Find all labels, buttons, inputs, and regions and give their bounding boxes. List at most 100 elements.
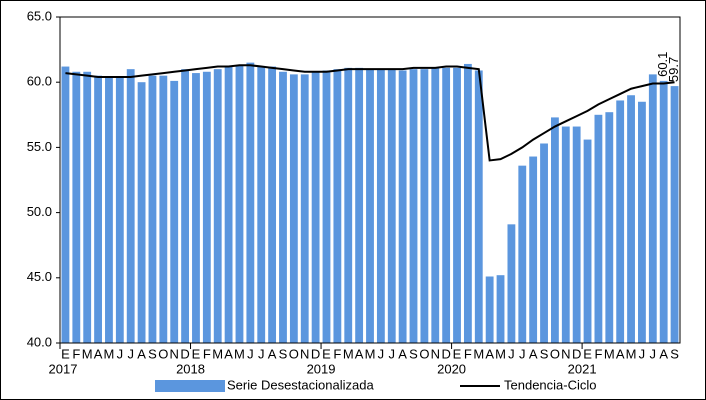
bar bbox=[94, 75, 102, 344]
bar bbox=[192, 73, 200, 344]
x-tick-label: N bbox=[431, 346, 440, 361]
bar bbox=[235, 65, 244, 344]
bar bbox=[648, 74, 657, 343]
y-tick-label: 55.0 bbox=[27, 139, 52, 154]
bar bbox=[355, 67, 364, 343]
x-tick-label: E bbox=[453, 346, 462, 361]
bar bbox=[627, 95, 635, 344]
x-tick-label: M bbox=[604, 346, 615, 361]
year-label: 2021 bbox=[568, 361, 597, 376]
x-tick-label: J bbox=[247, 346, 254, 361]
x-tick-label: D bbox=[311, 346, 320, 361]
x-tick-label: M bbox=[473, 346, 484, 361]
y-tick-label: 60.0 bbox=[27, 74, 52, 89]
x-tick-label: M bbox=[365, 346, 376, 361]
x-tick-label: M bbox=[104, 346, 115, 361]
year-label: 2020 bbox=[437, 361, 466, 376]
x-tick-label: N bbox=[300, 346, 309, 361]
bar bbox=[83, 71, 92, 343]
bar bbox=[322, 70, 331, 344]
x-tick-label: M bbox=[495, 346, 506, 361]
x-tick-label: M bbox=[82, 346, 93, 361]
bar bbox=[605, 112, 614, 343]
bar bbox=[540, 143, 548, 343]
year-label: 2017 bbox=[49, 361, 78, 376]
bar bbox=[311, 71, 320, 343]
x-tick-label: M bbox=[343, 346, 354, 361]
bar bbox=[387, 69, 396, 343]
bar bbox=[594, 114, 603, 343]
bar bbox=[366, 69, 374, 343]
value-label: 60.1 bbox=[655, 52, 670, 77]
x-tick-label: M bbox=[626, 346, 637, 361]
y-tick-label: 40.0 bbox=[27, 334, 52, 349]
x-tick-label: J bbox=[650, 346, 657, 361]
x-tick-label: A bbox=[224, 346, 233, 361]
bar bbox=[115, 76, 124, 343]
x-tick-label: S bbox=[540, 346, 549, 361]
bar bbox=[583, 139, 592, 343]
legend-label: Serie Desestacionalizada bbox=[227, 377, 374, 392]
bar bbox=[72, 71, 81, 343]
y-tick-label: 45.0 bbox=[27, 269, 52, 284]
x-tick-label: J bbox=[117, 346, 124, 361]
x-tick-label: M bbox=[234, 346, 245, 361]
bar bbox=[279, 71, 287, 343]
x-tick-label: N bbox=[561, 346, 570, 361]
x-tick-label: J bbox=[389, 346, 396, 361]
x-tick-label: A bbox=[616, 346, 625, 361]
x-tick-label: J bbox=[127, 346, 134, 361]
x-tick-label: D bbox=[441, 346, 450, 361]
bar bbox=[474, 70, 483, 344]
bar bbox=[463, 63, 472, 343]
bar bbox=[344, 67, 353, 343]
x-tick-label: N bbox=[170, 346, 179, 361]
x-tick-label: O bbox=[158, 346, 168, 361]
bar bbox=[246, 62, 255, 343]
x-tick-label: J bbox=[508, 346, 515, 361]
bar bbox=[257, 66, 266, 343]
bar bbox=[300, 74, 309, 343]
bar bbox=[670, 86, 679, 343]
x-tick-label: M bbox=[212, 346, 223, 361]
plot-frame bbox=[59, 16, 681, 344]
x-tick-label: F bbox=[333, 346, 341, 361]
x-tick-label: O bbox=[419, 346, 429, 361]
x-tick-label: E bbox=[583, 346, 592, 361]
x-tick-label: D bbox=[180, 346, 189, 361]
bar bbox=[159, 75, 168, 344]
x-tick-label: F bbox=[594, 346, 602, 361]
bar bbox=[398, 70, 407, 344]
bar bbox=[268, 66, 277, 343]
x-tick-label: E bbox=[61, 346, 70, 361]
x-tick-label: S bbox=[148, 346, 157, 361]
x-tick-label: A bbox=[529, 346, 538, 361]
bar bbox=[333, 69, 342, 343]
x-tick-label: A bbox=[398, 346, 407, 361]
bar bbox=[550, 117, 559, 344]
bar bbox=[181, 69, 190, 343]
x-tick-label: A bbox=[94, 346, 103, 361]
bar bbox=[453, 67, 461, 343]
x-tick-label: E bbox=[192, 346, 201, 361]
x-tick-label: O bbox=[289, 346, 299, 361]
bar bbox=[638, 101, 646, 343]
trend-line bbox=[65, 64, 675, 162]
bar bbox=[507, 224, 516, 343]
bar bbox=[376, 69, 385, 343]
bar bbox=[485, 276, 494, 343]
y-tick-label: 65.0 bbox=[27, 8, 52, 23]
bar bbox=[496, 275, 505, 343]
x-tick-label: A bbox=[485, 346, 494, 361]
bar bbox=[572, 126, 581, 343]
bar bbox=[126, 69, 135, 343]
bar bbox=[105, 76, 113, 343]
x-tick-label: E bbox=[322, 346, 331, 361]
bar bbox=[61, 66, 70, 343]
bar bbox=[431, 67, 440, 343]
bar bbox=[420, 69, 429, 343]
x-tick-label: F bbox=[72, 346, 80, 361]
bar bbox=[529, 156, 538, 343]
legend-swatch bbox=[155, 380, 225, 392]
